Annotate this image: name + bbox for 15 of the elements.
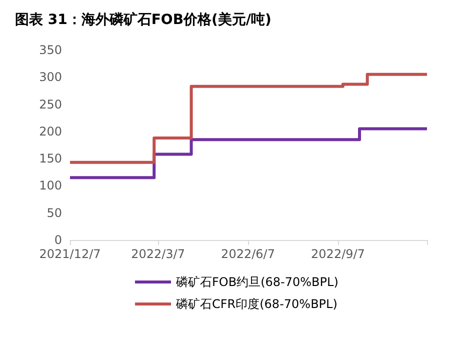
y-tick-label: 250 bbox=[39, 97, 62, 112]
legend-label: 磷矿石FOB约旦(68-70%BPL) bbox=[175, 275, 338, 289]
y-tick-label: 50 bbox=[46, 206, 62, 220]
y-tick-label: 100 bbox=[39, 178, 62, 193]
y-tick-label: 350 bbox=[39, 43, 62, 57]
x-tick-label: 2022/9/7 bbox=[311, 247, 365, 261]
chart-title: 图表 31：海外磷矿石FOB价格(美元/吨) bbox=[15, 11, 272, 28]
y-tick-label: 0 bbox=[54, 233, 62, 247]
y-tick-label: 150 bbox=[39, 152, 62, 166]
y-tick-label: 300 bbox=[39, 70, 62, 84]
x-tick-label: 2022/6/7 bbox=[221, 247, 275, 261]
legend-label: 磷矿石CFR印度(68-70%BPL) bbox=[175, 297, 338, 311]
x-tick-label: 2021/12/7 bbox=[39, 247, 101, 261]
y-tick-label: 200 bbox=[39, 124, 62, 138]
x-tick-label: 2022/3/7 bbox=[131, 247, 185, 261]
